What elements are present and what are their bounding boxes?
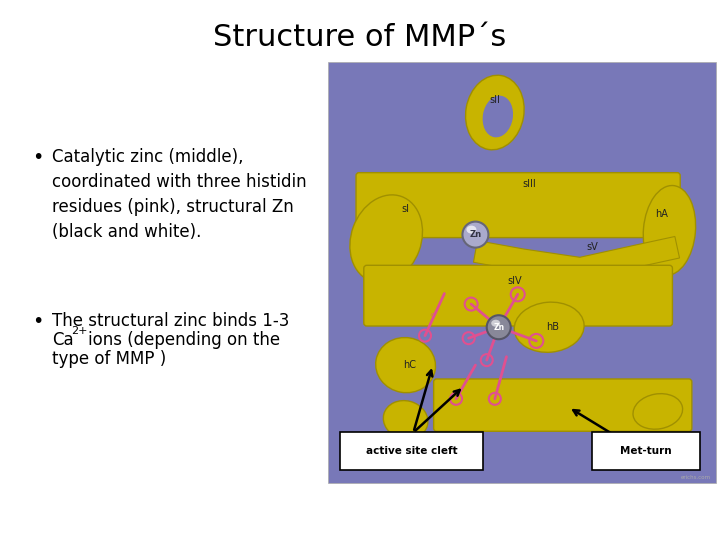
Bar bbox=[328, 62, 716, 483]
Bar bbox=[340, 433, 483, 470]
Ellipse shape bbox=[462, 221, 488, 248]
Ellipse shape bbox=[491, 320, 500, 327]
Text: active site cleft: active site cleft bbox=[366, 447, 457, 456]
Text: sII: sII bbox=[490, 95, 500, 105]
Ellipse shape bbox=[482, 96, 513, 137]
Text: hB: hB bbox=[546, 322, 559, 332]
Text: sIII: sIII bbox=[523, 179, 536, 189]
FancyBboxPatch shape bbox=[433, 379, 692, 431]
Text: 2+: 2+ bbox=[71, 326, 88, 336]
Text: Zn: Zn bbox=[493, 323, 504, 332]
Ellipse shape bbox=[350, 195, 423, 283]
Ellipse shape bbox=[643, 186, 696, 275]
Text: Zn: Zn bbox=[469, 230, 482, 239]
FancyBboxPatch shape bbox=[364, 265, 672, 326]
Text: hA: hA bbox=[655, 208, 668, 219]
Ellipse shape bbox=[633, 394, 683, 429]
Text: hC: hC bbox=[403, 360, 416, 370]
Ellipse shape bbox=[466, 75, 524, 150]
Text: ions (depending on the: ions (depending on the bbox=[88, 331, 280, 349]
Ellipse shape bbox=[487, 315, 510, 339]
Text: Structure of MMP´s: Structure of MMP´s bbox=[213, 24, 507, 52]
Text: Met-turn: Met-turn bbox=[621, 447, 672, 456]
Text: c: c bbox=[431, 312, 435, 318]
Ellipse shape bbox=[467, 226, 477, 234]
Polygon shape bbox=[474, 237, 680, 279]
Text: •: • bbox=[32, 148, 43, 167]
Text: type of MMP ): type of MMP ) bbox=[52, 350, 166, 368]
Text: Ca: Ca bbox=[52, 331, 73, 349]
Bar bbox=[592, 433, 701, 470]
Ellipse shape bbox=[514, 302, 584, 352]
Text: •: • bbox=[32, 312, 43, 331]
Text: sIV: sIV bbox=[507, 276, 521, 286]
Text: sV: sV bbox=[586, 242, 598, 252]
Text: sI: sI bbox=[402, 204, 410, 214]
Text: Catalytic zinc (middle),
coordinated with three histidin
residues (pink), struct: Catalytic zinc (middle), coordinated wit… bbox=[52, 148, 307, 241]
Text: The structural zinc binds 1-3: The structural zinc binds 1-3 bbox=[52, 312, 289, 330]
Ellipse shape bbox=[383, 401, 428, 439]
Ellipse shape bbox=[376, 338, 436, 393]
Text: erichs.com: erichs.com bbox=[681, 475, 711, 480]
FancyBboxPatch shape bbox=[356, 173, 680, 238]
